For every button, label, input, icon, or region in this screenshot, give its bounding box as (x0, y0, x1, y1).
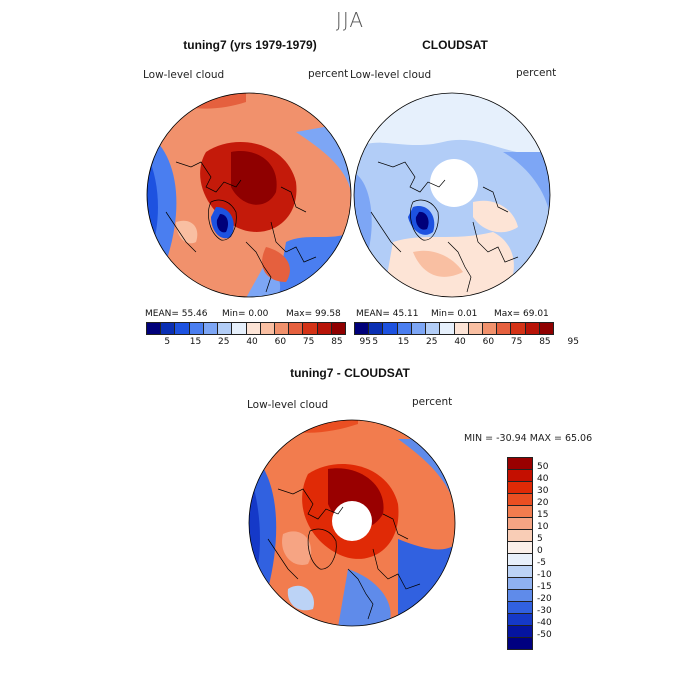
colorbar-swatch (331, 323, 346, 334)
colorbar-tick-label: 40 (454, 337, 466, 347)
panel2-polar-map (353, 92, 551, 298)
colorbar-swatch (508, 470, 532, 482)
colorbar-tick-label: 60 (482, 337, 495, 347)
colorbar-tick-label: -15 (537, 582, 552, 592)
colorbar-swatch (539, 323, 554, 334)
panel2-colorbar (354, 322, 554, 335)
colorbar-tick-label: 10 (537, 522, 549, 532)
panel1-max: Max= 99.58 (286, 309, 341, 319)
colorbar-tick-label: -30 (537, 606, 552, 616)
colorbar-swatch (508, 554, 532, 566)
colorbar-tick-label: 85 (539, 337, 551, 347)
panel3-minmax: MIN = -30.94 MAX = 65.06 (464, 433, 593, 444)
colorbar-swatch (508, 566, 532, 578)
colorbar-tick-label: 95 (567, 337, 579, 347)
colorbar-swatch (203, 323, 219, 334)
colorbar-swatch (508, 578, 532, 590)
panel3-variable-label: Low-level cloud (247, 399, 329, 411)
colorbar-tick-label: 20 (537, 498, 549, 508)
colorbar-tick-label: 25 (218, 337, 230, 347)
panel1-min: Min= 0.00 (222, 309, 269, 319)
colorbar-tick-label: 40 (246, 337, 258, 347)
colorbar-swatch (454, 323, 469, 334)
colorbar-swatch (232, 323, 247, 334)
colorbar-tick-label: 0 (537, 546, 543, 556)
colorbar-swatch (147, 323, 162, 334)
colorbar-tick-label: 30 (537, 486, 549, 496)
colorbar-swatch (508, 518, 532, 530)
colorbar-swatch (161, 323, 176, 334)
colorbar-swatch (508, 458, 532, 470)
colorbar-tick-label: -40 (537, 618, 552, 628)
colorbar-swatch (411, 323, 427, 334)
colorbar-swatch (260, 323, 275, 334)
colorbar-tick-label: 40 (537, 474, 549, 484)
colorbar-swatch (355, 323, 370, 334)
colorbar-swatch (508, 530, 532, 542)
colorbar-tick-label: 25 (426, 337, 438, 347)
colorbar-swatch (525, 323, 540, 334)
colorbar-swatch (317, 323, 332, 334)
colorbar-tick-label: 5 (372, 337, 379, 347)
panel1-colorbar (146, 322, 346, 335)
figure-supertitle: JJA (335, 8, 365, 32)
panel2-title: CLOUDSAT (422, 38, 488, 52)
panel3-polar-map (248, 419, 456, 627)
colorbar-tick-label: 5 (537, 534, 543, 544)
colorbar-tick-label: 15 (189, 337, 202, 347)
colorbar-tick-label: 15 (397, 337, 410, 347)
panel2-units-label: percent (516, 67, 557, 79)
colorbar-swatch (508, 542, 532, 554)
colorbar-tick-label: 75 (510, 337, 523, 347)
colorbar-tick-label: 60 (274, 337, 287, 347)
panel2-min: Min= 0.01 (431, 309, 478, 319)
colorbar-swatch (397, 323, 412, 334)
colorbar-swatch (508, 494, 532, 506)
panel2-variable-label: Low-level cloud (350, 69, 432, 81)
panel1-mean: MEAN= 55.46 (145, 309, 208, 319)
colorbar-swatch (508, 506, 532, 518)
colorbar-swatch (508, 614, 532, 626)
colorbar-tick-label: 75 (302, 337, 315, 347)
panel2-mean: MEAN= 45.11 (356, 309, 419, 319)
colorbar-tick-label: 50 (537, 462, 549, 472)
colorbar-swatch (369, 323, 384, 334)
colorbar-swatch (440, 323, 455, 334)
colorbar-swatch (508, 590, 532, 602)
colorbar-swatch (303, 323, 318, 334)
colorbar-swatch (175, 323, 190, 334)
colorbar-tick-label: -20 (537, 594, 552, 604)
colorbar-tick-label: 5 (164, 337, 171, 347)
colorbar-swatch (482, 323, 498, 334)
panel3-title: tuning7 - CLOUDSAT (290, 366, 410, 380)
colorbar-swatch (383, 323, 398, 334)
colorbar-swatch (246, 323, 261, 334)
panel1-title: tuning7 (yrs 1979-1979) (183, 38, 317, 52)
colorbar-tick-label: 85 (331, 337, 343, 347)
colorbar-swatch (508, 482, 532, 494)
colorbar-swatch (511, 323, 526, 334)
colorbar-swatch (189, 323, 204, 334)
panel1-polar-map (146, 92, 352, 298)
colorbar-tick-label: 95 (359, 337, 371, 347)
colorbar-swatch (274, 323, 290, 334)
colorbar-tick-label: -10 (537, 570, 552, 580)
colorbar-swatch (508, 638, 532, 649)
colorbar-tick-label: 15 (537, 510, 549, 520)
colorbar-swatch (426, 323, 441, 334)
colorbar-swatch (508, 602, 532, 614)
panel3-colorbar (507, 457, 533, 650)
colorbar-tick-label: -50 (537, 630, 552, 640)
panel2-max: Max= 69.01 (494, 309, 549, 319)
colorbar-swatch (289, 323, 304, 334)
colorbar-tick-label: -5 (537, 558, 546, 568)
colorbar-swatch (468, 323, 483, 334)
panel3-units-label: percent (412, 396, 453, 408)
colorbar-swatch (218, 323, 233, 334)
colorbar-swatch (497, 323, 512, 334)
panel1-variable-label: Low-level cloud (143, 69, 225, 81)
panel1-units-label: percent (308, 68, 349, 80)
colorbar-swatch (508, 626, 532, 638)
